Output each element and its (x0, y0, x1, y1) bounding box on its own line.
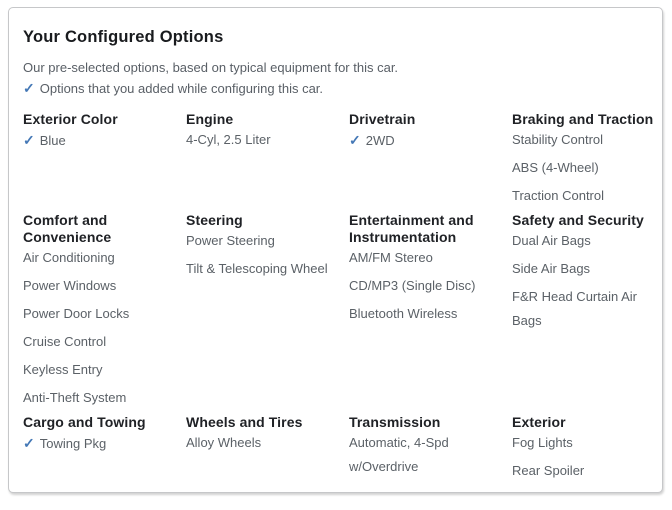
section-title: Exterior (512, 414, 566, 430)
option-item-label: Air Conditioning (23, 250, 115, 265)
option-item-label: Fog Lights (512, 435, 573, 450)
option-item: Side Air Bags (512, 257, 662, 281)
option-item-label: Blue (39, 133, 66, 148)
section-items: ✓ 2WD (349, 128, 504, 153)
options-section: Exterior Fog Lights Rear Spoiler (512, 414, 662, 487)
option-item-label: Power Windows (23, 278, 117, 293)
option-item: Alloy Wheels (186, 431, 341, 455)
option-item: Anti-Theft System (23, 386, 178, 410)
added-options-legend-label: Options that you added while configuring… (39, 81, 324, 96)
option-item: ✓ Blue (23, 128, 178, 153)
page-title: Your Configured Options (23, 28, 224, 46)
option-item-label: Power Door Locks (23, 306, 130, 321)
checkmark-icon: ✓ (23, 80, 35, 96)
section-items: Alloy Wheels (186, 431, 341, 455)
checkmark-icon: ✓ (23, 132, 35, 148)
option-item: Stability Control (512, 128, 662, 152)
section-title: Comfort and Convenience (23, 212, 112, 245)
option-item-label: F&R Head Curtain Air Bags (512, 289, 637, 328)
option-item-label: ABS (4-Wheel) (512, 160, 599, 175)
options-section: Wheels and Tires Alloy Wheels (186, 414, 341, 487)
option-item-label: 4-Cyl, 2.5 Liter (186, 132, 271, 147)
section-title: Braking and Traction (512, 111, 654, 127)
option-item: Cruise Control (23, 330, 178, 354)
panel-subtitle: Our pre-selected options, based on typic… (23, 60, 399, 75)
option-item: ABS (4-Wheel) (512, 156, 662, 180)
option-item: Keyless Entry (23, 358, 178, 382)
section-title: Steering (186, 212, 243, 228)
options-section: Safety and Security Dual Air Bags Side A… (512, 212, 662, 414)
option-item: Traction Control (512, 184, 662, 208)
options-section: Entertainment and Instrumentation AM/FM … (349, 212, 504, 414)
section-items: AM/FM Stereo CD/MP3 (Single Disc) Blueto… (349, 246, 504, 326)
option-item: Dual Air Bags (512, 229, 662, 253)
option-item-label: CD/MP3 (Single Disc) (349, 278, 476, 293)
option-item: Power Door Locks (23, 302, 178, 326)
option-item-label: AM/FM Stereo (349, 250, 433, 265)
section-items: Automatic, 4-Spd w/Overdrive (349, 431, 504, 479)
option-item: Air Conditioning (23, 246, 178, 270)
option-item: CD/MP3 (Single Disc) (349, 274, 504, 298)
options-section: Exterior Color ✓ Blue (23, 111, 178, 212)
section-items: Power Steering Tilt & Telescoping Wheel (186, 229, 341, 281)
section-title: Entertainment and Instrumentation (349, 212, 474, 245)
checkmark-icon: ✓ (23, 435, 35, 451)
options-section: Engine 4-Cyl, 2.5 Liter (186, 111, 341, 212)
option-item: ✓ Towing Pkg (23, 431, 178, 456)
option-item: Fog Lights (512, 431, 662, 455)
section-title: Wheels and Tires (186, 414, 303, 430)
option-item: 4-Cyl, 2.5 Liter (186, 128, 341, 152)
added-options-legend: ✓ Options that you added while configurin… (23, 78, 656, 99)
option-item: Tilt & Telescoping Wheel (186, 257, 341, 281)
option-item-label: Automatic, 4-Spd w/Overdrive (349, 435, 449, 474)
option-item-label: Keyless Entry (23, 362, 103, 377)
option-item: F&R Head Curtain Air Bags (512, 285, 662, 333)
option-item-label: Dual Air Bags (512, 233, 591, 248)
option-item-label: Traction Control (512, 188, 604, 203)
option-item: Automatic, 4-Spd w/Overdrive (349, 431, 504, 479)
section-title: Cargo and Towing (23, 414, 146, 430)
section-title: Transmission (349, 414, 441, 430)
option-item-label: Rear Spoiler (512, 463, 585, 478)
option-item-label: Power Steering (186, 233, 275, 248)
section-items: Stability Control ABS (4-Wheel) Traction… (512, 128, 662, 208)
section-items: Dual Air Bags Side Air Bags F&R Head Cur… (512, 229, 662, 333)
section-items: Air Conditioning Power Windows Power Doo… (23, 246, 178, 410)
option-item-label: Tilt & Telescoping Wheel (186, 261, 328, 276)
option-item: Rear Spoiler (512, 459, 662, 483)
options-grid: Exterior Color ✓ Blue Engine 4-Cyl, 2.5 L… (23, 111, 662, 487)
options-section: Comfort and Convenience Air Conditioning… (23, 212, 178, 414)
configured-options-panel: Your Configured Options Our pre-selected… (8, 7, 663, 493)
option-item-label: Alloy Wheels (186, 435, 262, 450)
option-item: Power Windows (23, 274, 178, 298)
option-item-label: 2WD (365, 133, 395, 148)
options-section: Steering Power Steering Tilt & Telescopi… (186, 212, 341, 414)
option-item-label: Side Air Bags (512, 261, 591, 276)
section-title: Safety and Security (512, 212, 644, 228)
section-title: Engine (186, 111, 234, 127)
section-items: ✓ Blue (23, 128, 178, 153)
option-item-label: Anti-Theft System (23, 390, 127, 405)
section-items: ✓ Towing Pkg (23, 431, 178, 456)
option-item-label: Cruise Control (23, 334, 107, 349)
option-item: Bluetooth Wireless (349, 302, 504, 326)
options-section: Transmission Automatic, 4-Spd w/Overdriv… (349, 414, 504, 487)
option-item-label: Stability Control (512, 132, 604, 147)
option-item: Power Steering (186, 229, 341, 253)
option-item: AM/FM Stereo (349, 246, 504, 270)
checkmark-icon: ✓ (349, 132, 361, 148)
option-item-label: Bluetooth Wireless (349, 306, 458, 321)
options-section: Braking and Traction Stability Control A… (512, 111, 662, 212)
section-items: 4-Cyl, 2.5 Liter (186, 128, 341, 152)
section-items: Fog Lights Rear Spoiler (512, 431, 662, 483)
options-section: Cargo and Towing ✓ Towing Pkg (23, 414, 178, 487)
option-item: ✓ 2WD (349, 128, 504, 153)
section-title: Drivetrain (349, 111, 416, 127)
section-title: Exterior Color (23, 111, 118, 127)
options-section: Drivetrain ✓ 2WD (349, 111, 504, 212)
option-item-label: Towing Pkg (39, 436, 107, 451)
